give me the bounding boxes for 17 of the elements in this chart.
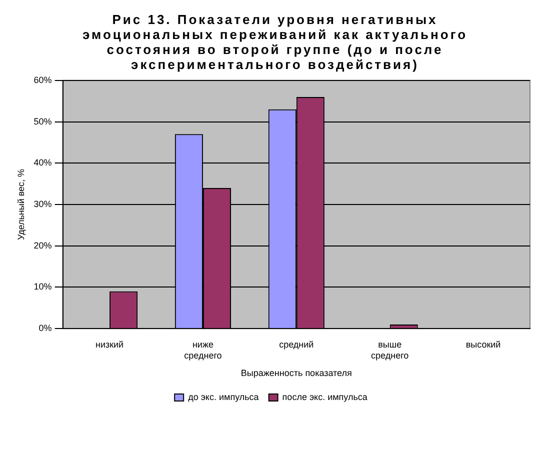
y-tick-label: 0% — [38, 323, 52, 334]
x-tick-label: выше среднего — [371, 339, 409, 360]
y-tick-label: 20% — [34, 240, 52, 250]
y-tick-label: 40% — [34, 158, 52, 168]
y-tick-label: 30% — [34, 198, 52, 209]
legend-label: до экс. импульса — [188, 392, 259, 402]
x-axis-title: Выраженность показателя — [240, 368, 352, 378]
chart-title: Рис 13. Показатели уровня негативных эмоциональных переживаний как актуального состояния во второй группе (до и после экспериментального воздействия) — [81, 11, 469, 72]
y-axis-title: Удельный вес, % — [16, 168, 26, 240]
x-tick-label: средний — [279, 339, 314, 350]
x-tick-label: высокий — [466, 339, 501, 350]
x-tick-label: ниже среднего — [184, 339, 222, 360]
legend-label: после экс. импульса — [282, 392, 368, 402]
y-tick-label: 50% — [34, 116, 52, 126]
y-tick-label: 10% — [34, 282, 52, 292]
y-tick-label: 60% — [34, 74, 52, 85]
x-tick-label: низкий — [95, 339, 124, 350]
